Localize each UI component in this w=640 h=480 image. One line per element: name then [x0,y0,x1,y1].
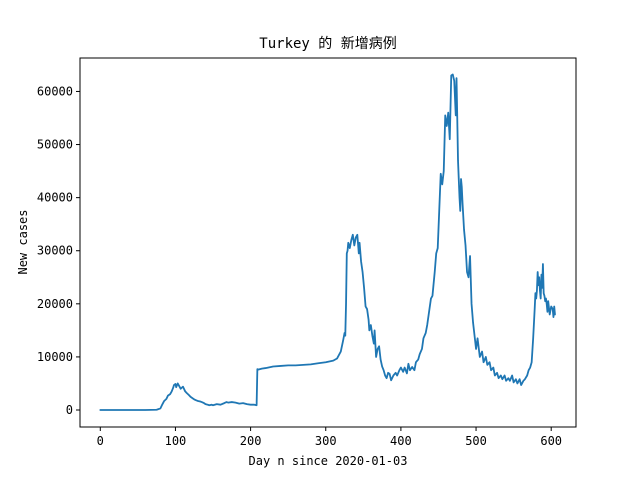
x-tick-label: 500 [465,434,487,448]
x-axis-title: Day n since 2020-01-03 [249,454,408,468]
chart-title: Turkey 的 新增病例 [259,36,396,52]
x-tick-label: 0 [97,434,104,448]
y-tick-label: 30000 [37,244,73,258]
x-tick-label: 100 [165,434,187,448]
x-tick-label: 600 [540,434,562,448]
plot-area [99,73,556,411]
x-axis-ticks: 0 100 200 300 400 500 600 [97,427,562,448]
y-tick-label: 20000 [37,297,73,311]
x-tick-label: 300 [315,434,337,448]
x-tick-label: 200 [240,434,262,448]
x-tick-label: 400 [390,434,412,448]
y-tick-label: 0 [66,403,73,417]
plot-frame [79,57,577,428]
y-tick-label: 50000 [37,138,73,152]
y-tick-label: 10000 [37,350,73,364]
y-tick-label: 40000 [37,191,73,205]
y-tick-label: 60000 [37,84,73,98]
y-axis-ticks: 0 10000 20000 30000 40000 50000 60000 [37,84,80,417]
y-axis-title: New cases [16,209,30,274]
series-line-0 [99,73,556,411]
